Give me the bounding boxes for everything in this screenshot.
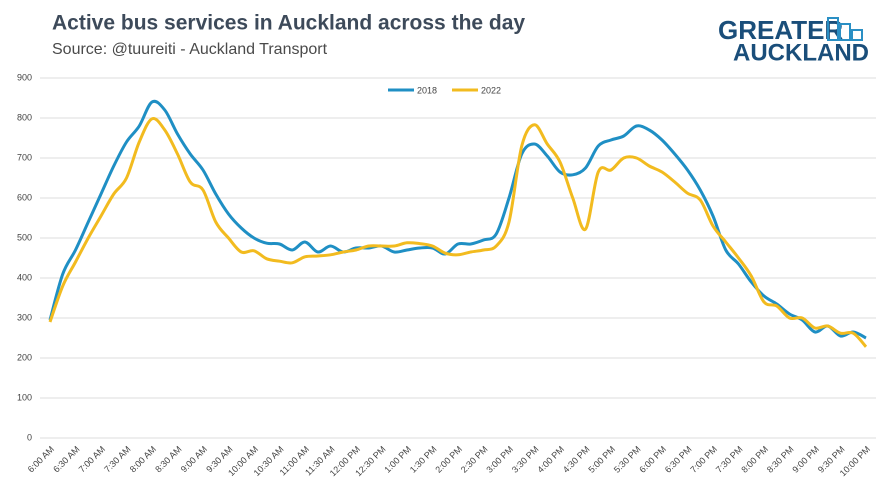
- x-tick-label: 8:30 AM: [153, 444, 183, 474]
- x-tick-label: 5:30 PM: [612, 444, 643, 475]
- x-tick-label: 4:30 PM: [561, 444, 592, 475]
- line-series: [48, 99, 867, 340]
- x-tick-label: 4:00 PM: [535, 444, 566, 475]
- x-tick-label: 3:30 PM: [510, 444, 541, 475]
- logo-text: GREATER: [718, 15, 843, 45]
- x-tick-label: 2:30 PM: [459, 444, 490, 475]
- x-tick-label: 8:30 PM: [765, 444, 796, 475]
- y-tick-label: 200: [17, 352, 32, 362]
- y-tick-label: 0: [27, 432, 32, 442]
- x-tick-label: 6:00 AM: [26, 444, 56, 474]
- legend-label: 2022: [481, 85, 501, 95]
- x-tick-label: 6:30 PM: [663, 444, 694, 475]
- x-tick-label: 7:30 PM: [714, 444, 745, 475]
- x-tick-label: 8:00 AM: [128, 444, 158, 474]
- x-tick-label: 8:00 PM: [739, 444, 770, 475]
- legend-label: 2018: [417, 85, 437, 95]
- y-tick-label: 600: [17, 192, 32, 202]
- x-tick-label: 7:00 AM: [77, 444, 107, 474]
- chart-subtitle: Source: @tuureiti - Auckland Transport: [52, 41, 328, 58]
- x-tick-label: 9:00 AM: [179, 444, 209, 474]
- x-tick-label: 9:00 PM: [790, 444, 821, 475]
- x-tick-label: 7:00 PM: [688, 444, 719, 475]
- y-tick-label: 900: [17, 72, 32, 82]
- chart-title: Active bus services in Auckland across t…: [52, 12, 525, 35]
- y-tick-label: 700: [17, 152, 32, 162]
- y-tick-label: 300: [17, 312, 32, 322]
- x-tick-label: 1:30 PM: [408, 444, 439, 475]
- x-tick-label: 3:00 PM: [484, 444, 515, 475]
- line-series: [48, 116, 868, 348]
- x-tick-label: 5:00 PM: [586, 444, 617, 475]
- x-tick-label: 2:00 PM: [433, 444, 464, 475]
- y-tick-label: 800: [17, 112, 32, 122]
- y-tick-label: 400: [17, 272, 32, 282]
- x-tick-label: 7:30 AM: [102, 444, 132, 474]
- y-tick-label: 500: [17, 232, 32, 242]
- logo-text: AUCKLAND: [733, 39, 869, 66]
- y-tick-label: 100: [17, 392, 32, 402]
- x-tick-label: 6:30 AM: [51, 444, 81, 474]
- logo-icon: [827, 17, 863, 41]
- x-tick-label: 1:00 PM: [382, 444, 413, 475]
- x-tick-label: 6:00 PM: [637, 444, 668, 475]
